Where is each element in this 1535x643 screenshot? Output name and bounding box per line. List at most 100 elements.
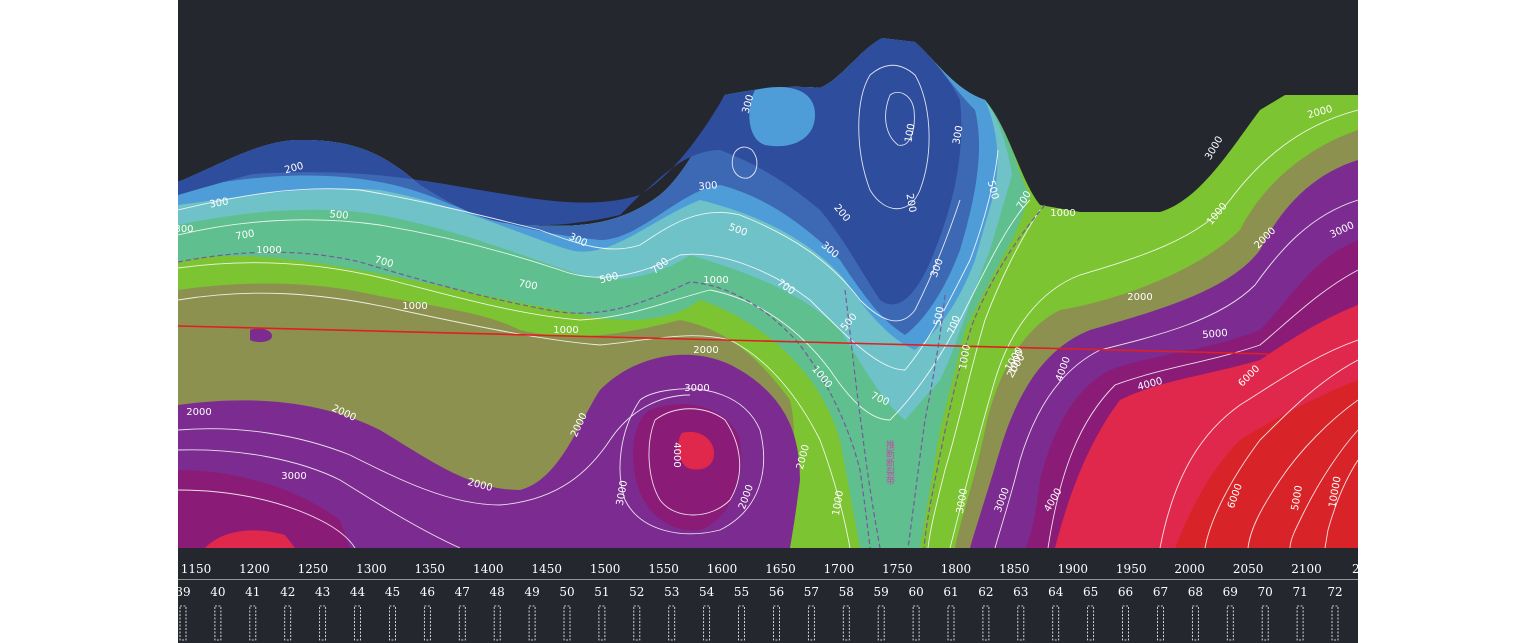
station-tick: 40 [210,585,225,599]
station-code-mark [982,605,990,641]
contour-line [1047,269,1358,548]
contour-label: 2000 [1127,292,1152,303]
band-5000-west [205,530,295,548]
contour-label: 500 [329,209,349,222]
contour-label: 2000 [693,345,718,356]
contour-label: 500 [598,271,619,287]
distance-tick: 1350 [415,562,446,576]
distance-tick: 1300 [356,562,387,576]
band-300-pocket [749,87,815,147]
fault-lines [178,204,1046,548]
station-code-mark [1087,605,1095,641]
band-100-core [178,38,950,263]
fault-line [907,294,946,548]
contour-label: 1000 [958,344,973,371]
station-tick: 60 [908,585,923,599]
contour-label: 500 [985,179,1001,200]
contour-line [619,388,765,535]
station-tick: 54 [699,585,715,599]
fault-line [178,251,871,548]
station-tick: 53 [664,585,679,599]
distance-axis [178,548,1358,580]
contour-label: 3000 [684,383,709,394]
contour-label: 3000 [281,471,306,482]
contour-label: 300 [174,224,193,235]
station-tick: 71 [1292,585,1307,599]
distance-tick: 1550 [648,562,679,576]
distance-tick: 1250 [298,562,329,576]
station-code-mark [1157,605,1164,641]
contour-line [1324,459,1358,548]
contour-label: 700 [235,228,256,242]
station-tick: 66 [1118,585,1133,599]
station-code-mark [458,605,466,641]
contour-label: 1000 [1050,208,1075,219]
station-tick: 50 [559,585,574,599]
station-code-mark [842,605,850,641]
contour-line [648,408,741,516]
contour-label: 10000 [1327,475,1343,508]
profile-line [178,325,1271,355]
station-tick: 69 [1223,585,1238,599]
station-tick: 49 [524,585,539,599]
station-code-mark [354,605,361,641]
contour-line [885,91,915,146]
contour-label: 1000 [256,245,281,256]
contour-label: 300 [698,180,718,193]
distance-tick: 2000 [1174,562,1205,576]
station-tick-labels: 39 40 41 42 43 44 45 46 47 48 49 50 51 52 53 54 55 56 57 58… [175,585,1342,599]
distance-tick: 1600 [707,562,738,576]
station-code-mark [1052,605,1060,641]
contour-label: 700 [373,255,394,271]
distance-tick: 1950 [1116,562,1147,576]
contour-label: 4000 [671,442,682,467]
contour-line [1204,359,1358,548]
contour-line [994,199,1358,548]
station-code-mark [947,605,955,641]
contour-label: 300 [951,125,965,146]
station-code-mark [703,605,711,641]
station-code-mark [773,605,780,641]
station-tick: 46 [420,585,435,599]
contour-label: 700 [518,278,539,292]
station-tick: 56 [769,585,784,599]
station-code-mark [1261,605,1269,641]
contour-line [1159,339,1358,548]
contour-label: 2000 [186,407,211,418]
station-tick: 59 [874,585,889,599]
distance-tick-labels: 1150 1200 1250 1300 1350 1400 1450 1500 1550 1600… [181,562,1368,576]
station-tick: 55 [734,585,749,599]
station-tick: 61 [943,585,958,599]
station-tick: 62 [978,585,993,599]
contour-line [949,109,1358,548]
contour-label: 1000 [703,275,728,286]
station-tick: 48 [490,585,505,599]
contour-line [1289,429,1358,548]
station-code-mark [528,605,536,641]
contour-label: 5000 [1290,485,1305,512]
contour-line [1247,399,1358,548]
station-tick: 47 [455,585,470,599]
contour-label: 200 [283,161,304,177]
distance-tick: 1700 [824,562,855,576]
contour-label: 3000 [955,488,970,515]
station-tick: 39 [175,585,190,599]
contour-label: 200 [903,193,917,214]
station-tick: 52 [629,585,644,599]
station-code-mark [423,605,431,641]
contour-label: 1000 [831,490,846,517]
contour-line [178,489,356,548]
contour-line [178,449,461,548]
station-tick: 51 [594,585,609,599]
station-code-mark [563,605,571,641]
station-code-mark [738,605,745,641]
contour-line [178,149,999,371]
contour-line [927,209,1041,548]
contour-line [178,188,961,322]
station-tick: 64 [1048,585,1064,599]
station-code-mark [249,605,257,641]
contour-line [178,292,851,548]
distance-tick: 1650 [765,562,796,576]
band-6000-west [678,431,715,470]
station-code-mark [389,605,396,641]
